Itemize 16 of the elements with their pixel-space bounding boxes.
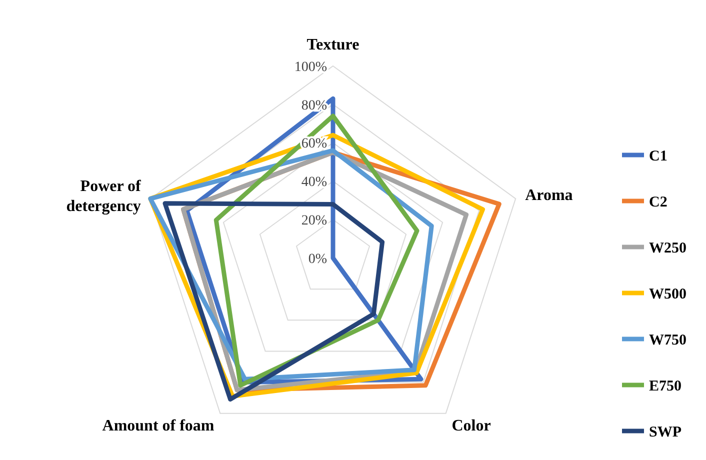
legend-label: W500: [649, 286, 686, 302]
spoke-label: Power of detergency: [66, 178, 142, 215]
spoke-label: Texture: [306, 36, 360, 54]
legend-label: C1: [649, 148, 668, 164]
legend-label: E750: [649, 378, 682, 394]
y-tick-label: 20%: [301, 214, 328, 228]
legend-label: W250: [649, 240, 686, 256]
spoke-label: Aroma: [525, 186, 573, 204]
legend-label: C2: [649, 194, 668, 210]
spoke-label: Amount of foam: [102, 417, 215, 434]
y-tick-label: 100%: [294, 60, 328, 75]
legend-label: W750: [649, 332, 686, 348]
y-tick-label: 0%: [308, 252, 328, 267]
y-tick-label: 40%: [301, 175, 328, 190]
spoke-label: Color: [452, 417, 491, 434]
legend-label: SWP: [649, 424, 682, 440]
